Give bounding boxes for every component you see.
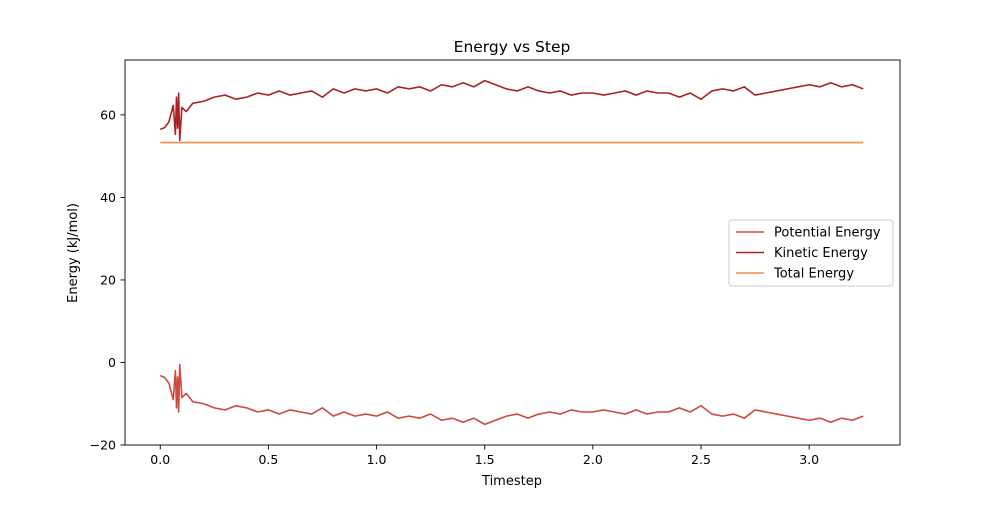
legend-label-2: Total Energy xyxy=(773,267,854,282)
x-tick-label: 2.5 xyxy=(691,452,711,467)
y-axis-title: Energy (kJ/mol) xyxy=(66,203,81,303)
x-tick-label: 0.5 xyxy=(258,452,278,467)
x-tick-label: 1.0 xyxy=(367,452,387,467)
x-axis-title: Timestep xyxy=(481,474,542,489)
y-tick-label: 0 xyxy=(108,355,116,370)
legend-box xyxy=(728,219,894,287)
chart-title: Energy vs Step xyxy=(454,38,571,56)
y-tick-label: 60 xyxy=(100,107,116,122)
x-tick-label: 2.0 xyxy=(583,452,603,467)
series-line-0 xyxy=(159,363,864,426)
legend-label-1: Kinetic Energy xyxy=(774,246,868,261)
y-tick-label: 40 xyxy=(100,190,116,205)
x-tick-label: 3.0 xyxy=(799,452,819,467)
y-tick-label: −20 xyxy=(90,438,116,453)
y-tick-label: 20 xyxy=(100,272,116,287)
series-layer xyxy=(159,79,864,426)
series-line-1 xyxy=(159,79,864,142)
x-tick-label: 1.5 xyxy=(475,452,495,467)
legend: Potential Energy Kinetic Energy Total Ener… xyxy=(728,219,894,287)
legend-label-0: Potential Energy xyxy=(774,226,881,241)
x-tick-label: 0.0 xyxy=(150,452,170,467)
axes-layer: 0.0 0.5 1.0 1.5 2.0 2.5 3.0 −20 0 20 40 60 xyxy=(90,59,901,467)
plot-frame xyxy=(124,59,901,446)
